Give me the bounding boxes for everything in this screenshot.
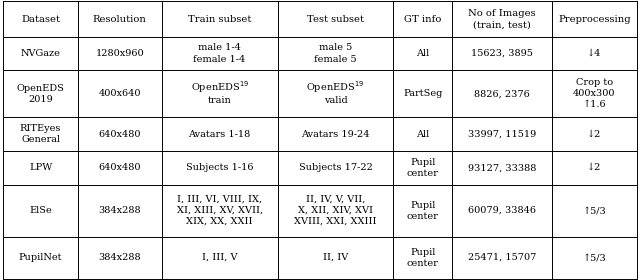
Text: All: All <box>416 49 429 58</box>
Text: I, III, VI, VIII, IX,
XI, XIII, XV, XVII,
XIX, XX, XXII: I, III, VI, VIII, IX, XI, XIII, XV, XVII… <box>177 195 262 226</box>
Text: male 5
female 5: male 5 female 5 <box>314 43 357 64</box>
Text: ↓2: ↓2 <box>587 130 602 139</box>
Text: Pupil
center: Pupil center <box>406 158 438 178</box>
Text: Crop to
400x300
↑1.6: Crop to 400x300 ↑1.6 <box>573 78 616 109</box>
Text: PartSeg: PartSeg <box>403 89 442 98</box>
Text: Subjects 17-22: Subjects 17-22 <box>299 163 372 172</box>
Text: valid: valid <box>324 96 348 105</box>
Text: NVGaze: NVGaze <box>20 49 61 58</box>
Text: 93127, 33388: 93127, 33388 <box>468 163 536 172</box>
Text: 640x480: 640x480 <box>99 163 141 172</box>
Text: 400x640: 400x640 <box>99 89 141 98</box>
Text: Subjects 1-16: Subjects 1-16 <box>186 163 253 172</box>
Text: OpenEDS
2019: OpenEDS 2019 <box>17 84 65 104</box>
Text: RITEyes
General: RITEyes General <box>20 124 61 144</box>
Text: Avatars 1-18: Avatars 1-18 <box>188 130 251 139</box>
Text: ↑5/3: ↑5/3 <box>582 206 606 215</box>
Text: Pupil
center: Pupil center <box>406 200 438 221</box>
Text: 384x288: 384x288 <box>99 253 141 262</box>
Text: 25471, 15707: 25471, 15707 <box>468 253 536 262</box>
Text: ↑5/3: ↑5/3 <box>582 253 606 262</box>
Text: Train subset: Train subset <box>188 15 252 24</box>
Text: No of Images
(train, test): No of Images (train, test) <box>468 9 536 29</box>
Text: LPW: LPW <box>29 163 52 172</box>
Text: Pupil
center: Pupil center <box>406 248 438 268</box>
Text: 640x480: 640x480 <box>99 130 141 139</box>
Text: 15623, 3895: 15623, 3895 <box>471 49 532 58</box>
Text: 60079, 33846: 60079, 33846 <box>468 206 536 215</box>
Text: II, IV, V, VII,
X, XII, XIV, XVI
XVIII, XXI, XXIII: II, IV, V, VII, X, XII, XIV, XVI XVIII, … <box>294 195 377 226</box>
Text: II, IV: II, IV <box>323 253 348 262</box>
Text: Dataset: Dataset <box>21 15 60 24</box>
Text: All: All <box>416 130 429 139</box>
Text: PupilNet: PupilNet <box>19 253 62 262</box>
Text: train: train <box>208 96 232 105</box>
Text: I, III, V: I, III, V <box>202 253 237 262</box>
Text: Test subset: Test subset <box>307 15 364 24</box>
Text: Avatars 19-24: Avatars 19-24 <box>301 130 370 139</box>
Text: 8826, 2376: 8826, 2376 <box>474 89 530 98</box>
Text: Preprocessing: Preprocessing <box>558 15 630 24</box>
Text: 1280x960: 1280x960 <box>95 49 144 58</box>
Text: 384x288: 384x288 <box>99 206 141 215</box>
Text: OpenEDS$^{19}$: OpenEDS$^{19}$ <box>191 79 248 95</box>
Text: ↓2: ↓2 <box>587 163 602 172</box>
Text: male 1-4
female 1-4: male 1-4 female 1-4 <box>193 43 246 64</box>
Text: ↓4: ↓4 <box>587 49 602 58</box>
Text: ElSe: ElSe <box>29 206 52 215</box>
Text: 33997, 11519: 33997, 11519 <box>468 130 536 139</box>
Text: GT info: GT info <box>404 15 442 24</box>
Text: OpenEDS$^{19}$: OpenEDS$^{19}$ <box>307 79 365 95</box>
Text: Resolution: Resolution <box>93 15 147 24</box>
